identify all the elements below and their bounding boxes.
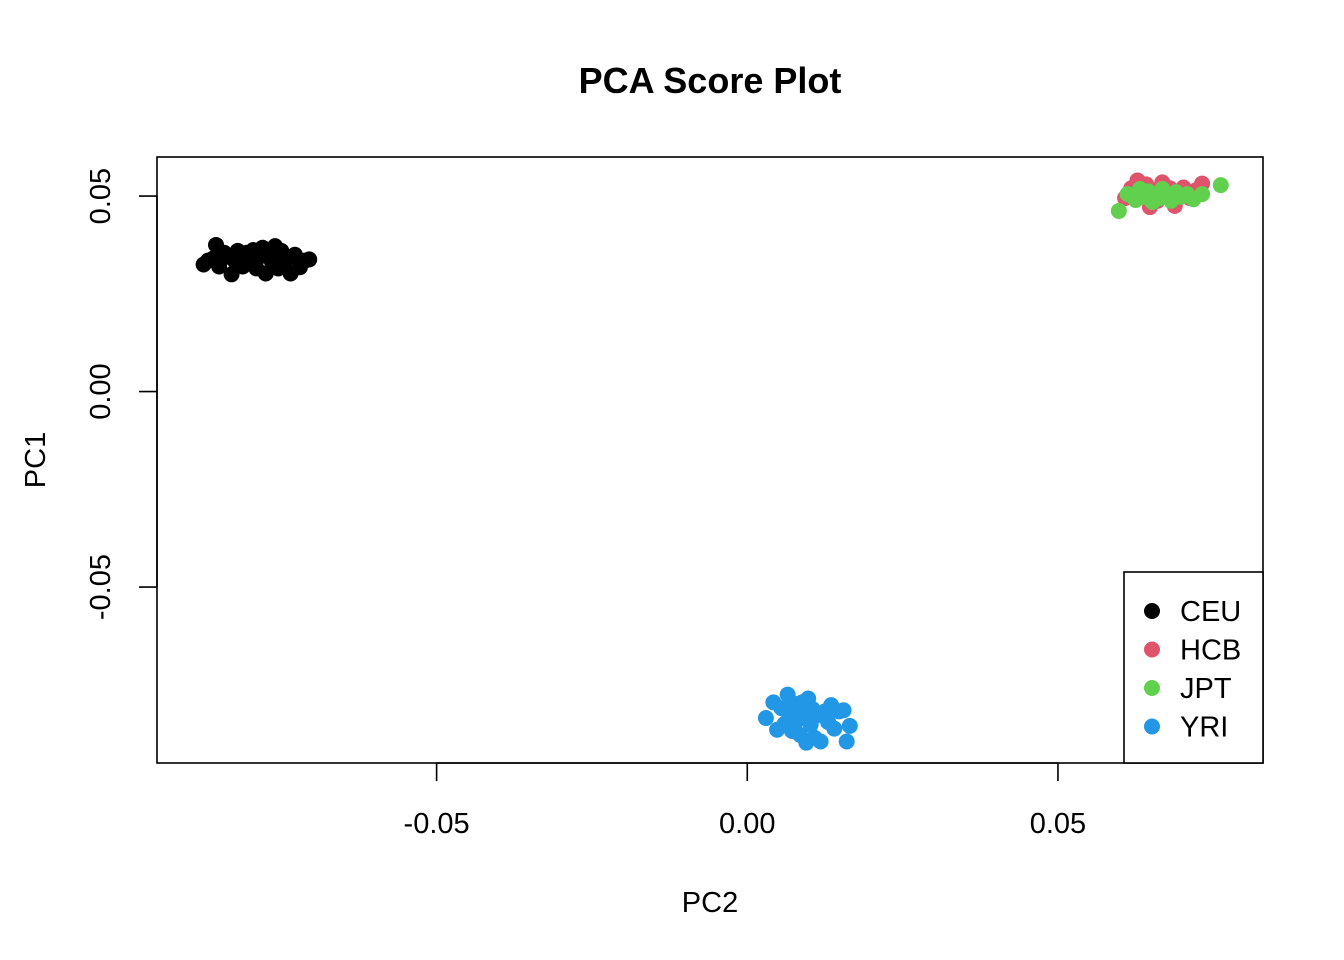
legend-marker-hcb [1144, 641, 1160, 658]
x-axis: -0.05 0.00 0.05 [404, 762, 1086, 840]
data-point-yri [757, 710, 774, 727]
y-tick-label: -0.05 [85, 554, 117, 620]
plot-frame [156, 156, 1264, 764]
data-point-yri [838, 733, 855, 750]
data-point-ceu [257, 265, 274, 282]
data-point-ceu [223, 266, 240, 283]
data-point-jpt [1194, 186, 1211, 203]
data-point-yri [826, 720, 843, 737]
series-yri [757, 686, 858, 751]
y-axis: -0.05 0.00 0.05 [85, 168, 158, 620]
data-point-yri [835, 702, 852, 719]
data-point-ceu [301, 251, 318, 268]
legend-marker-yri [1144, 718, 1160, 735]
data-point-yri [812, 733, 829, 750]
x-tick-label: -0.05 [404, 808, 470, 840]
y-tick-label: 0.05 [85, 168, 117, 224]
data-point-jpt [1212, 177, 1229, 194]
legend-label-ceu: CEU [1180, 596, 1241, 628]
legend-label-hcb: HCB [1180, 635, 1241, 667]
legend-marker-jpt [1144, 680, 1160, 696]
series-ceu [195, 236, 318, 283]
x-axis-label: PC2 [682, 887, 738, 919]
data-point-jpt [1110, 202, 1127, 219]
x-tick-label: 0.00 [719, 808, 775, 840]
data-point-yri [841, 717, 858, 734]
series-jpt [1110, 177, 1229, 219]
y-axis-label: PC1 [20, 432, 52, 488]
chart-title: PCA Score Plot [579, 60, 842, 101]
scatter-points [195, 172, 1229, 751]
legend-label-jpt: JPT [1180, 673, 1232, 705]
legend-marker-ceu [1144, 603, 1160, 619]
y-tick-label: 0.00 [85, 363, 117, 419]
legend: CEU HCB JPT YRI [1123, 571, 1264, 764]
x-tick-label: 0.05 [1030, 808, 1086, 840]
legend-label-yri: YRI [1180, 712, 1228, 744]
